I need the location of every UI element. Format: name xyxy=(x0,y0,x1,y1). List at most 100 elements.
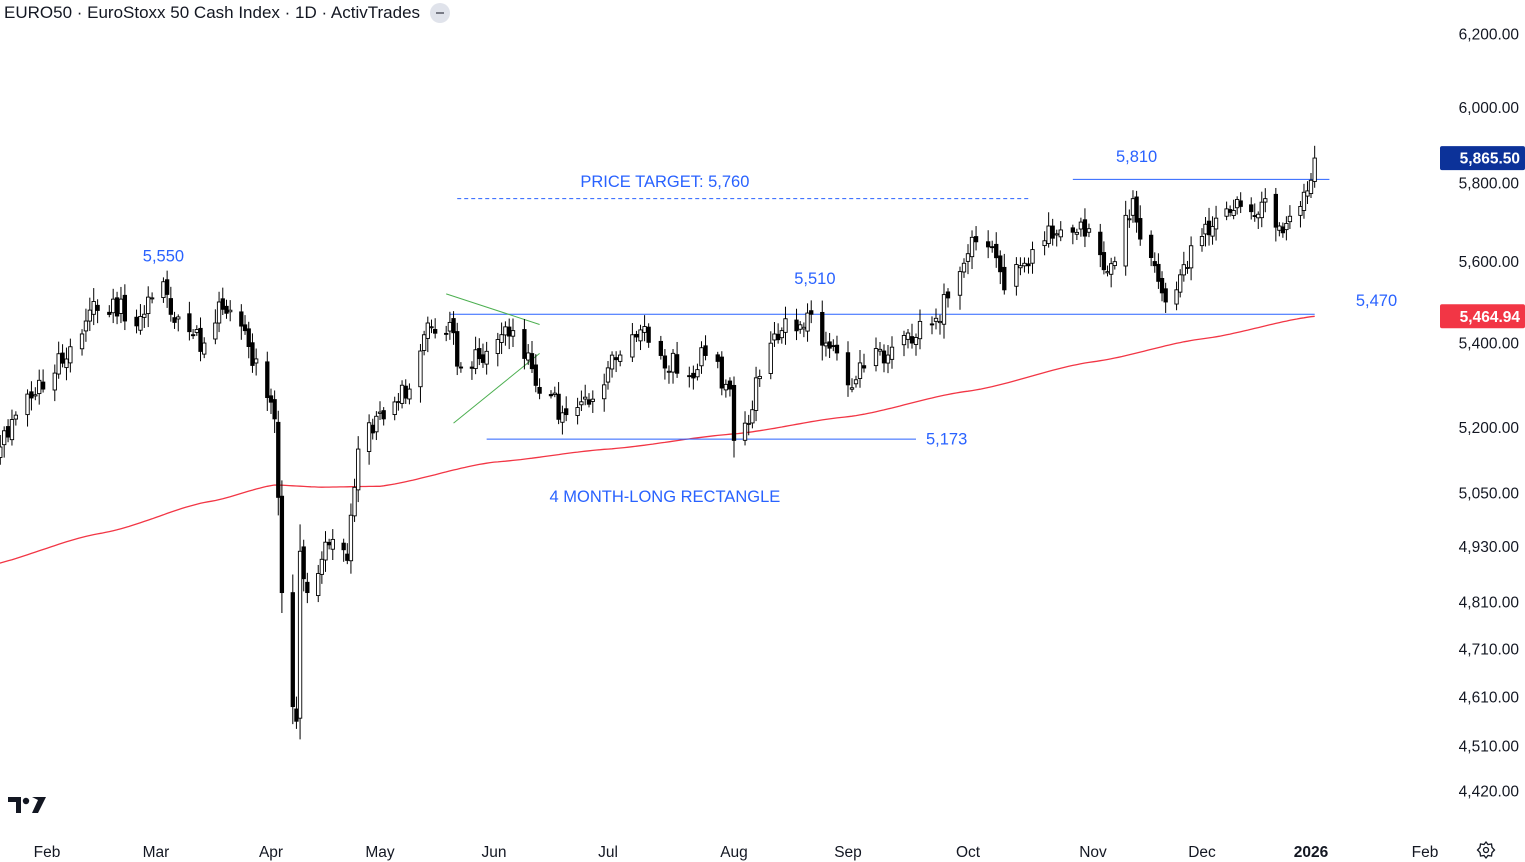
candle xyxy=(602,373,607,412)
candle-body-down xyxy=(1156,263,1161,282)
candle-body-down xyxy=(1249,204,1254,213)
candle-body-down xyxy=(190,334,196,337)
candle-body-up xyxy=(0,446,3,458)
candle xyxy=(937,314,943,335)
candle xyxy=(1070,224,1075,245)
candle-body-down xyxy=(469,366,475,369)
candle-body-down xyxy=(834,344,840,354)
candle-body-up xyxy=(1312,157,1317,182)
candle-body-down xyxy=(265,361,270,398)
time-tick-label: Dec xyxy=(1188,844,1216,861)
candle xyxy=(91,288,96,326)
candle xyxy=(1152,252,1157,273)
candle-body-up xyxy=(330,538,335,550)
collapse-icon[interactable] xyxy=(430,3,451,23)
candle xyxy=(477,338,482,366)
candle xyxy=(323,531,328,572)
candle xyxy=(68,338,73,373)
candle-body-down xyxy=(381,410,386,420)
candle-body-up xyxy=(68,346,73,364)
candle-body-up xyxy=(1112,261,1117,267)
candle-body-down xyxy=(1206,220,1212,236)
candle xyxy=(1130,190,1136,223)
candle-body-up xyxy=(1210,226,1215,237)
candle xyxy=(885,345,891,374)
candle xyxy=(590,390,595,413)
candle-body-up xyxy=(695,369,700,378)
price-axis[interactable]: 6,200.00 6,000.00 5,800.00 5,600.00 5,400.00… xyxy=(1459,27,1520,801)
symbol-title[interactable]: EURO50 · EuroStoxx 50 Cash Index · 1D · … xyxy=(4,3,421,22)
candle xyxy=(228,300,233,322)
candle-body-up xyxy=(161,281,166,299)
candle xyxy=(220,287,225,316)
candle xyxy=(1210,216,1215,245)
current-price-badge: 5,865.50 xyxy=(1440,146,1525,171)
candle xyxy=(537,378,542,400)
candle-body-up xyxy=(798,324,803,330)
time-tick-label: Aug xyxy=(720,844,748,861)
candle-body-up xyxy=(1231,209,1236,216)
candle-body-up xyxy=(590,398,595,402)
candle xyxy=(149,292,155,304)
candle-body-down xyxy=(556,393,561,420)
candle xyxy=(418,343,423,403)
candle xyxy=(750,400,755,429)
candle-body-down xyxy=(703,345,708,356)
candle-body-down xyxy=(945,291,951,299)
candle-body-up xyxy=(853,379,859,385)
price-tick-label: 4,930.00 xyxy=(1459,539,1520,556)
candle-body-up xyxy=(374,415,379,433)
candle-body-up xyxy=(768,342,773,374)
candle xyxy=(794,308,799,341)
time-axis[interactable]: Feb Mar Apr May Jun Jul Aug Sep Oct Nov Dec 2026 Feb xyxy=(34,844,1439,861)
candle xyxy=(849,378,855,393)
candle-body-down xyxy=(5,426,11,438)
candle xyxy=(202,337,207,359)
candle xyxy=(403,379,408,404)
settings-gear-icon[interactable] xyxy=(1476,840,1496,860)
candle-body-up xyxy=(1022,262,1027,267)
tradingview-logo-icon[interactable] xyxy=(8,795,48,815)
candle xyxy=(392,396,397,421)
candle-body-down xyxy=(564,408,569,416)
candle xyxy=(805,303,810,342)
candle-body-up xyxy=(965,253,971,262)
candle xyxy=(703,335,708,361)
candle-body-up xyxy=(1054,233,1059,236)
price-tick-label: 6,000.00 xyxy=(1459,100,1520,117)
candle xyxy=(1287,205,1293,230)
candle xyxy=(691,365,696,390)
candle xyxy=(239,304,244,340)
candle xyxy=(1074,228,1080,241)
candle xyxy=(929,316,935,335)
candle-body-up xyxy=(905,332,911,340)
candle xyxy=(268,388,274,415)
candle xyxy=(279,480,285,613)
candle xyxy=(216,291,222,333)
candle-body-up xyxy=(579,401,584,406)
candle xyxy=(727,377,733,397)
candle-body-up xyxy=(421,334,427,351)
candle xyxy=(399,380,405,409)
candle xyxy=(250,333,255,373)
candle-body-down xyxy=(1238,200,1243,207)
candle-body-down xyxy=(1138,218,1143,240)
triangle-lower-line xyxy=(453,353,540,424)
candle xyxy=(111,288,116,324)
candle xyxy=(994,232,999,268)
moving-average-line xyxy=(0,315,1315,564)
symbol-title-bar[interactable]: EURO50 · EuroStoxx 50 Cash Index · 1D · … xyxy=(4,2,451,24)
candle xyxy=(1259,191,1264,228)
candle-body-up xyxy=(913,337,919,345)
candle-body-down xyxy=(990,246,995,249)
candle-body-up xyxy=(1181,264,1186,276)
candle-body-up xyxy=(1213,217,1219,230)
candle xyxy=(499,322,504,355)
annotations-layer: 5,550 PRICE TARGET: 5,760 5,510 5,810 5,470 5… xyxy=(143,148,1397,506)
candle xyxy=(194,325,199,336)
candle-body-up xyxy=(52,372,57,391)
candle xyxy=(469,361,475,380)
candle xyxy=(1026,257,1031,274)
candle xyxy=(455,322,460,376)
